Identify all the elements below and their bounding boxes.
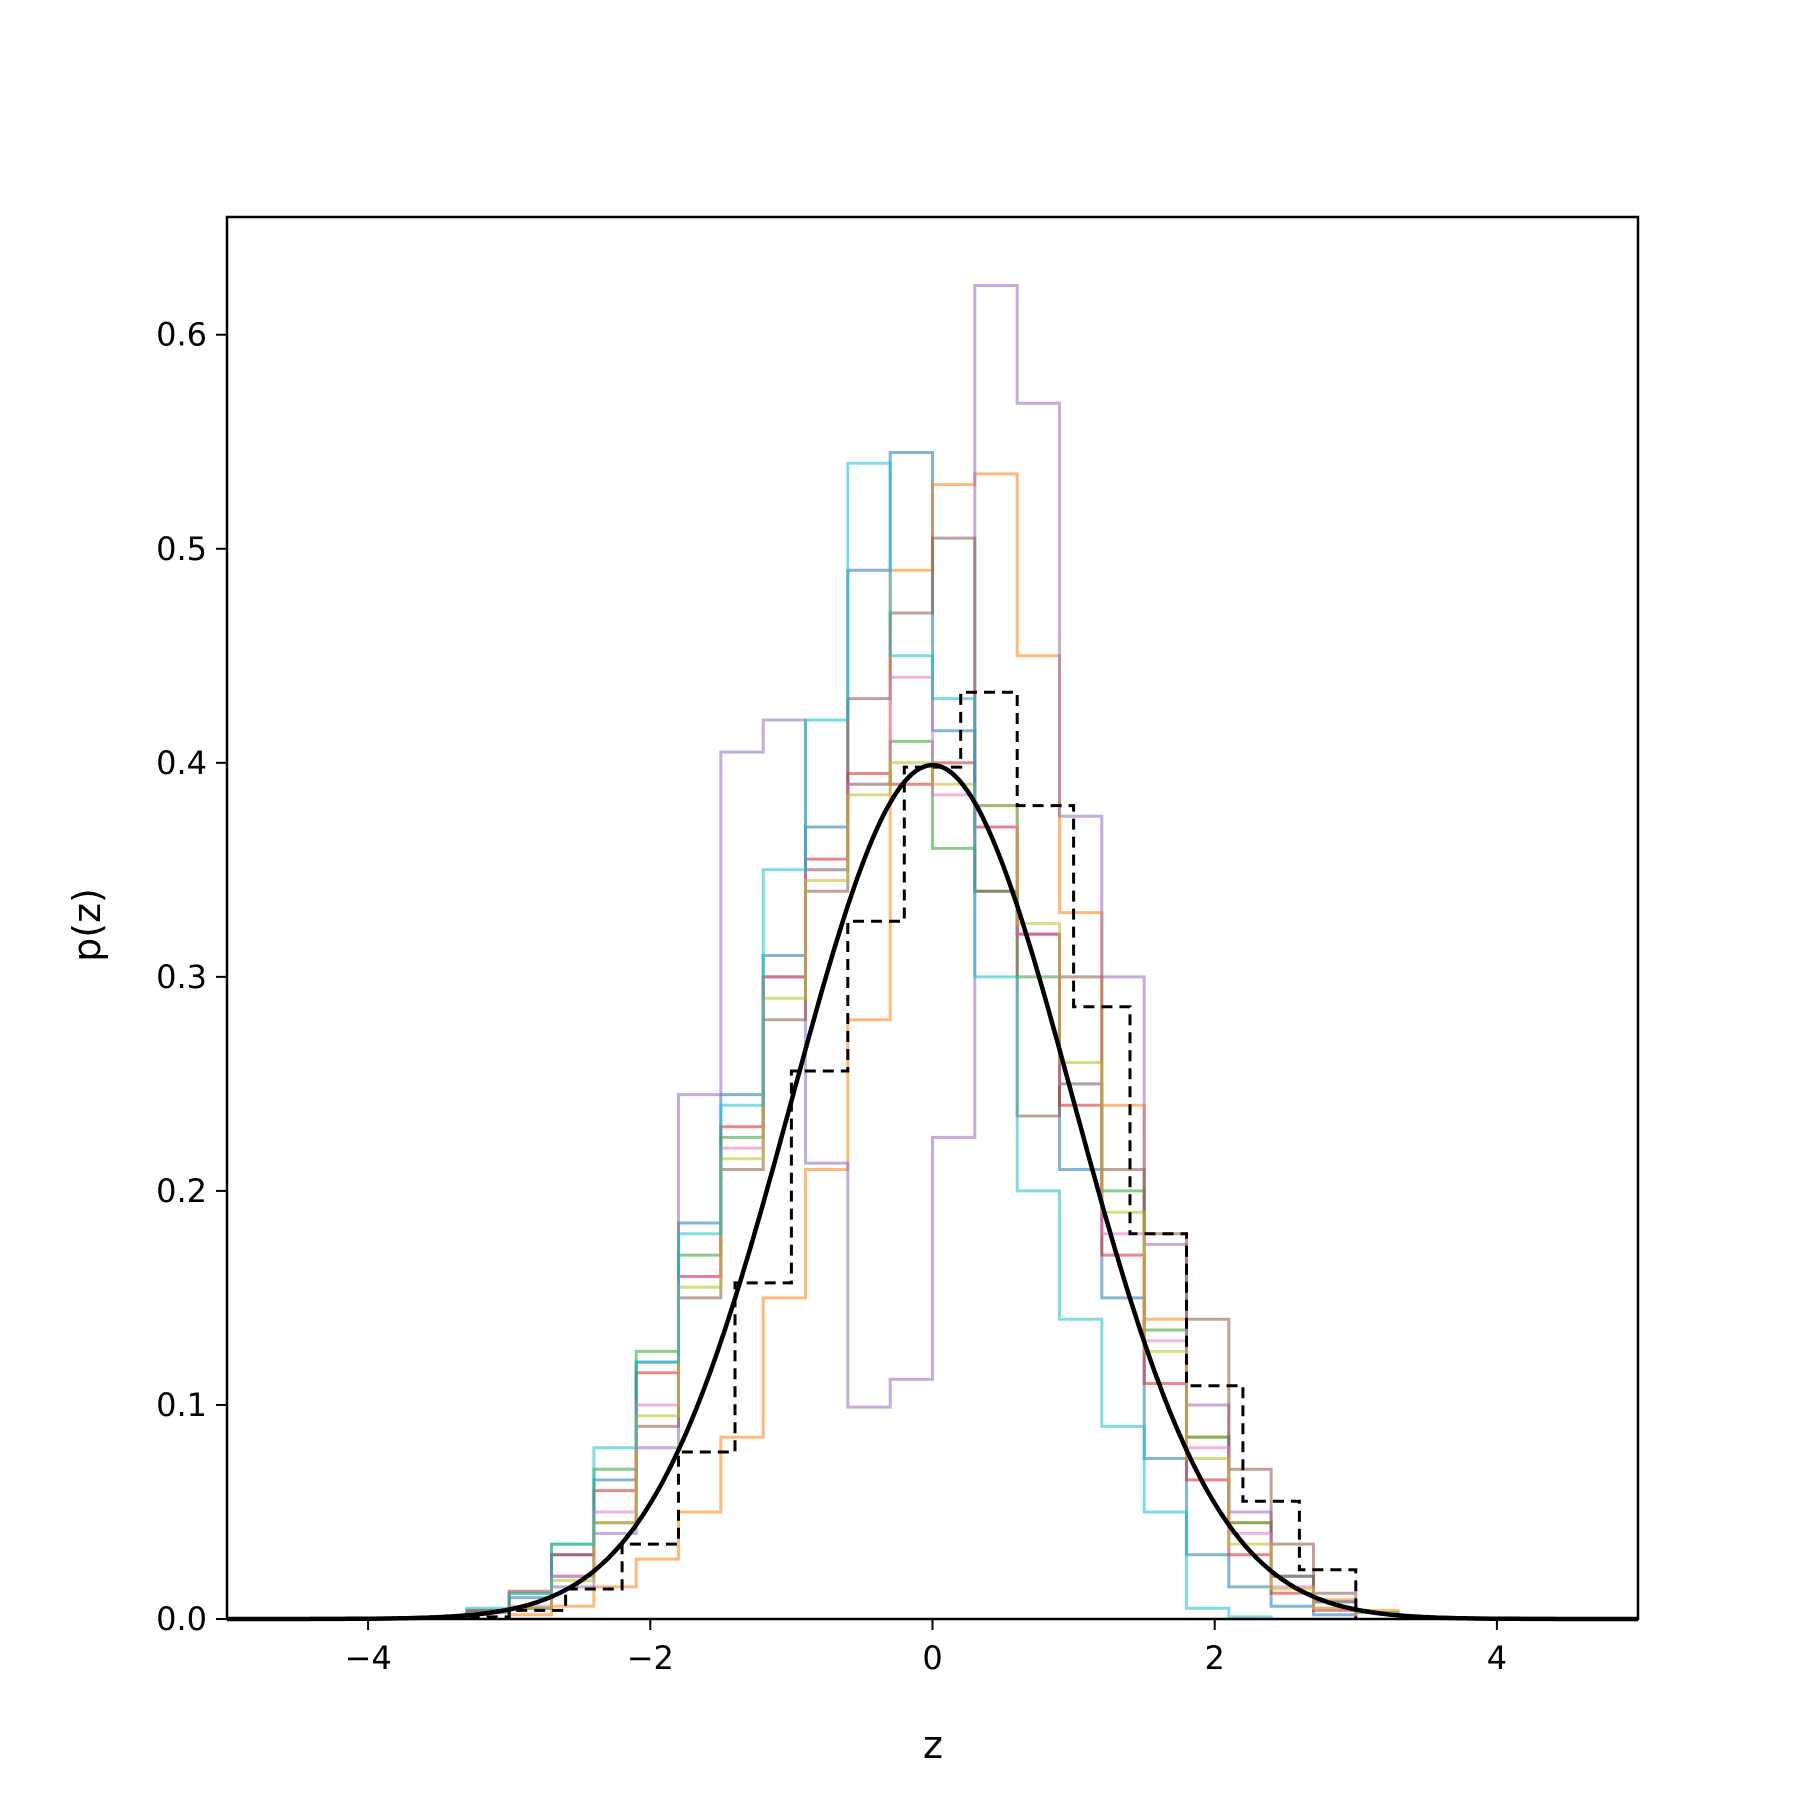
x-axis-label: z — [923, 1723, 943, 1767]
reference-histogram — [451, 690, 1358, 1619]
y-tick-label: 0.3 — [156, 958, 207, 996]
normal-pdf-curve — [227, 762, 1638, 1622]
y-tick-label: 0.5 — [156, 530, 207, 568]
y-tick-label: 0.4 — [156, 744, 207, 782]
y-tick-label: 0.0 — [156, 1600, 207, 1638]
y-axis-label: p(z) — [65, 888, 109, 962]
y-tick-label: 0.1 — [156, 1386, 207, 1424]
reference-histogram-layer — [451, 690, 1358, 1619]
x-tick-label: 4 — [1487, 1639, 1507, 1677]
histogram-series-4 — [465, 761, 1358, 1619]
histogram-series-9 — [423, 461, 1273, 1619]
x-axis-ticks: −4 −2 0 2 4 — [345, 1619, 1507, 1677]
x-tick-label: 2 — [1205, 1639, 1225, 1677]
x-tick-label: 0 — [922, 1639, 942, 1677]
y-tick-label: 0.6 — [156, 316, 207, 354]
x-tick-label: −4 — [345, 1639, 392, 1677]
y-tick-label: 0.2 — [156, 1172, 207, 1210]
series-layer — [423, 284, 1400, 1619]
y-axis-ticks: 0.0 0.1 0.2 0.3 0.4 0.5 0.6 — [156, 316, 227, 1638]
pdf-curve-layer — [227, 762, 1638, 1622]
x-tick-label: −2 — [627, 1639, 674, 1677]
